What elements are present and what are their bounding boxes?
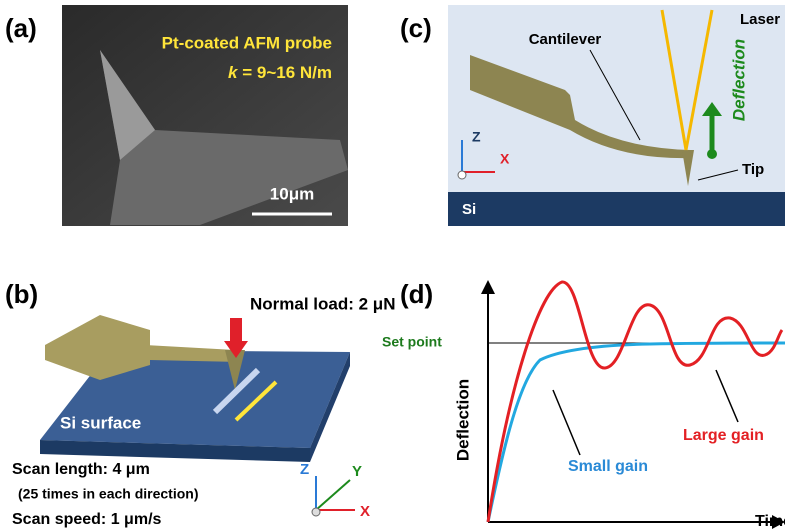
axis-label: Z [300,461,309,478]
load-label: Normal load: 2 μN [250,294,395,313]
set-point-label: Set point [382,334,442,350]
leader [716,370,738,422]
axis-label: Z [472,129,481,145]
dot [707,149,717,159]
axis-y [316,480,350,510]
substrate [448,192,785,226]
figure: (a) Pt-coated AFM probe k = 9~16 N/m 10μ… [0,0,785,530]
cantilever [145,345,240,362]
tip-label: Tip [742,161,764,178]
scan-speed: Scan speed: 1 μm/s [12,511,162,528]
y-axis-label: Deflection [453,379,472,461]
leader [553,390,580,455]
panel-label: (b) [5,279,38,309]
scan-length: Scan length: 4 μm [12,461,150,478]
deflection-label: Deflection [729,39,748,121]
large-gain-label: Large gain [683,427,764,444]
scale-label: 10μm [270,184,314,203]
laser-label: Laser [740,11,780,28]
stiffness: k = 9~16 N/m [228,63,332,82]
axis-label: X [360,503,370,520]
axis-label: X [500,151,510,167]
load-arrow [230,318,242,343]
cantilever-label: Cantilever [529,31,602,48]
substrate-label: Si [462,201,476,218]
probe-title: Pt-coated AFM probe [162,33,332,52]
large-gain-curve [488,282,782,522]
surface-label: Si surface [60,413,141,432]
repeats: (25 times in each direction) [18,486,199,502]
panel-label: (d) [400,279,433,309]
axis-origin [458,171,466,179]
stiffness-value: = 9~16 N/m [237,63,332,82]
arrow-head [481,280,495,294]
panel-label: (c) [400,13,432,43]
axis-label: Y [352,463,362,480]
axis-origin [312,508,320,516]
x-axis-label: Time [755,513,785,530]
small-gain-label: Small gain [568,458,648,475]
panel-label: (a) [5,13,37,43]
